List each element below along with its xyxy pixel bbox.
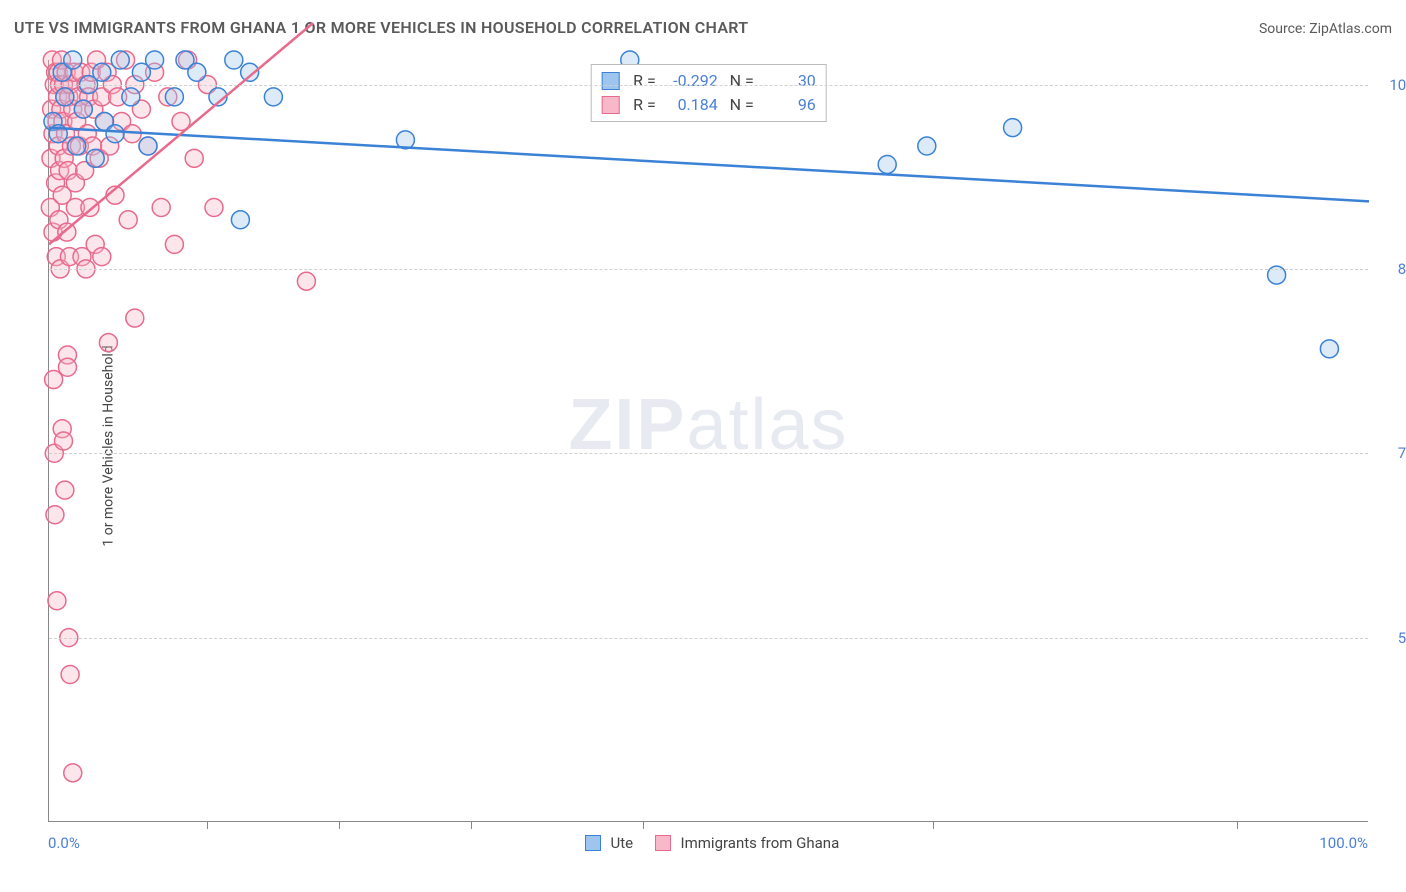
- stats-legend-box: R = -0.292 N = 30 R = 0.184 N = 96: [590, 64, 827, 122]
- y-tick-label: 100.0%: [1378, 76, 1406, 94]
- legend-swatch-ghana: [655, 835, 671, 851]
- data-point: [64, 51, 82, 69]
- data-point: [139, 137, 157, 155]
- plot-area: ZIPatlas R = -0.292 N = 30 R = 0.184 N =…: [48, 60, 1368, 822]
- data-point: [918, 137, 936, 155]
- data-point: [93, 63, 111, 81]
- y-tick-label: 70.0%: [1378, 444, 1406, 462]
- data-point: [64, 764, 82, 782]
- legend-label-ghana: Immigrants from Ghana: [681, 834, 840, 852]
- gridline: [49, 453, 1368, 454]
- gridline: [49, 85, 1368, 86]
- data-point: [205, 198, 223, 216]
- chart-header: UTE VS IMMIGRANTS FROM GHANA 1 OR MORE V…: [14, 18, 1392, 37]
- chart-title: UTE VS IMMIGRANTS FROM GHANA 1 OR MORE V…: [14, 18, 748, 37]
- source-attribution: Source: ZipAtlas.com: [1259, 21, 1392, 37]
- scatter-svg: [49, 60, 1368, 821]
- legend-swatch-ute: [585, 835, 601, 851]
- data-point: [48, 592, 66, 610]
- y-tick-label: 85.0%: [1378, 260, 1406, 278]
- data-point: [56, 481, 74, 499]
- data-point: [122, 88, 140, 106]
- data-point: [119, 211, 137, 229]
- data-point: [68, 137, 86, 155]
- data-point: [61, 666, 79, 684]
- data-point: [188, 63, 206, 81]
- data-point: [231, 211, 249, 229]
- data-point: [878, 155, 896, 173]
- gridline: [49, 638, 1368, 639]
- swatch-ghana: [601, 96, 619, 114]
- bottom-legend: Ute Immigrants from Ghana: [0, 834, 1406, 852]
- swatch-ute: [601, 72, 619, 90]
- stats-row-ute: R = -0.292 N = 30: [601, 69, 816, 93]
- data-point: [46, 506, 64, 524]
- x-tick: [1237, 821, 1238, 829]
- data-point: [99, 334, 117, 352]
- data-point: [111, 51, 129, 69]
- y-tick-label: 55.0%: [1378, 629, 1406, 647]
- x-tick: [207, 821, 208, 829]
- data-point: [1004, 119, 1022, 137]
- data-point: [126, 309, 144, 327]
- legend-label-ute: Ute: [610, 834, 633, 852]
- data-point: [152, 198, 170, 216]
- data-point: [106, 125, 124, 143]
- data-point: [56, 88, 74, 106]
- data-point: [297, 272, 315, 290]
- x-tick: [933, 821, 934, 829]
- data-point: [1320, 340, 1338, 358]
- stats-row-ghana: R = 0.184 N = 96: [601, 93, 816, 117]
- data-point: [225, 51, 243, 69]
- data-point: [55, 432, 73, 450]
- data-point: [93, 248, 111, 266]
- x-tick: [643, 821, 644, 829]
- gridline: [49, 269, 1368, 270]
- data-point: [185, 149, 203, 167]
- data-point: [165, 235, 183, 253]
- x-tick: [339, 821, 340, 829]
- data-point: [58, 358, 76, 376]
- x-tick: [471, 821, 472, 829]
- data-point: [74, 100, 92, 118]
- data-point: [146, 51, 164, 69]
- data-point: [165, 88, 183, 106]
- regression-line: [49, 128, 1369, 202]
- data-point: [86, 149, 104, 167]
- data-point: [264, 88, 282, 106]
